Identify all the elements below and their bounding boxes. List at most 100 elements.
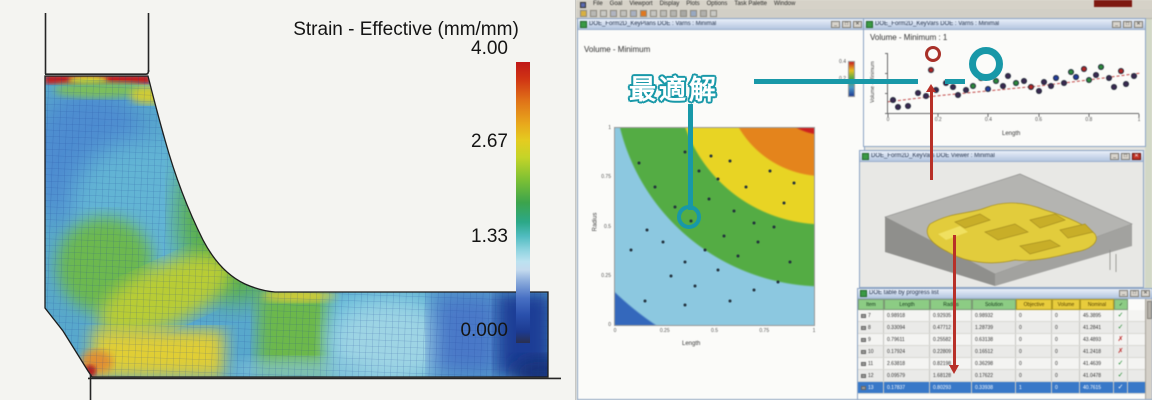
table-row[interactable]: 13 0.17837 0.80293 0.33938 1 0 40.7615 ✓ xyxy=(858,382,1145,394)
save-icon[interactable] xyxy=(590,10,597,17)
contour-data-point xyxy=(792,181,796,185)
contour-data-point xyxy=(653,185,657,189)
contour-y-tick: 0.25 xyxy=(601,272,611,279)
annotation-teal-line-horizontal-2 xyxy=(945,79,965,84)
cell-objective: 0 xyxy=(1016,370,1052,381)
scatter-data-point xyxy=(956,93,961,97)
close-button[interactable]: ✕ xyxy=(1132,152,1141,160)
maximize-button[interactable]: □ xyxy=(842,20,851,28)
cell-objective: 0 xyxy=(1016,346,1052,357)
annotation-red-arrow-line-1 xyxy=(930,91,933,180)
undo-icon[interactable] xyxy=(630,10,637,17)
copy-icon[interactable] xyxy=(620,10,627,17)
minimize-button[interactable]: _ xyxy=(831,20,840,28)
scatter-x-axis-label: Length xyxy=(1002,131,1021,137)
table-window-titlebar[interactable]: DOE table by progress list _ □ ✕ xyxy=(858,289,1152,299)
contour-data-point xyxy=(756,240,760,244)
scatter-x-tickmark xyxy=(937,114,939,117)
annotation-red-arrow-line-2 xyxy=(953,235,956,366)
table-row[interactable]: 7 0.98918 0.92935 0.98932 0 0 45.3895 ✓ xyxy=(858,310,1145,322)
table-header-✓: ✓ xyxy=(1114,299,1128,310)
scatter-window-titlebar[interactable]: DOE_Form2D_KeyVars DOE : Varns : Minimal… xyxy=(864,19,1145,30)
table-row[interactable]: 12 0.09579 1.68128 0.17622 0 0 41.0478 ✓ xyxy=(858,370,1145,382)
table-header-row: Item Length Radius Solution Objective Volume N… xyxy=(858,299,1128,310)
menu-item-viewport[interactable]: Viewport xyxy=(629,1,653,7)
cell-item: 9 xyxy=(858,334,884,345)
scatter-data-point xyxy=(1049,84,1054,88)
scatter-x-tickmark xyxy=(987,114,989,117)
scatter-data-point xyxy=(1106,76,1111,81)
close-button[interactable]: ✕ xyxy=(1134,20,1143,28)
menu-item-window[interactable]: Window xyxy=(774,1,796,7)
menu-item-goal[interactable]: Goal xyxy=(609,1,623,7)
viewer-canvas[interactable] xyxy=(860,162,1143,287)
rotate-icon[interactable] xyxy=(670,10,677,17)
scatter-data-point xyxy=(1119,69,1124,73)
contour-window-titlebar[interactable]: DOE_Form2D_KeyPlans DOE : Varns : Minima… xyxy=(578,19,864,30)
scatter-data-point xyxy=(1006,73,1011,78)
open-folder-icon[interactable] xyxy=(580,10,587,17)
close-button[interactable]: ✕ xyxy=(1141,290,1150,297)
zoom-icon[interactable] xyxy=(650,10,657,17)
cut-icon[interactable] xyxy=(610,10,617,17)
help-icon[interactable] xyxy=(710,10,717,17)
colorbar-tick-min: 0.000 xyxy=(460,320,508,341)
minimize-button[interactable]: _ xyxy=(1110,152,1119,160)
app-close-strip xyxy=(1094,0,1132,7)
chart-icon[interactable] xyxy=(690,10,697,17)
viewer-window-titlebar[interactable]: DOE_Form2D_KeyVars DOE Viewer : Minimal … xyxy=(860,151,1143,162)
table-row[interactable]: 10 0.17924 0.22809 0.16512 0 0 41.2418 ✗ xyxy=(858,346,1145,358)
menu-item-display[interactable]: Display xyxy=(659,1,680,7)
table-scrollbar[interactable] xyxy=(1145,299,1152,399)
contour-data-point xyxy=(629,248,633,252)
table-row[interactable]: 9 0.79611 0.25582 0.63138 0 0 43.4893 ✗ xyxy=(858,334,1145,346)
contour-data-point xyxy=(645,228,649,232)
print-icon[interactable] xyxy=(600,10,607,17)
contour-data-point xyxy=(669,274,673,278)
window-3d-viewer: DOE_Form2D_KeyVars DOE Viewer : Minimal … xyxy=(859,150,1144,288)
scatter-chart-title: Volume - Minimum : 1 xyxy=(870,33,948,42)
contour-y-tick: 0 xyxy=(608,322,611,328)
scatter-data-point xyxy=(1061,81,1066,85)
close-button[interactable]: ✕ xyxy=(853,20,862,28)
cell-status-mark: ✓ xyxy=(1114,322,1128,333)
table-row[interactable]: 11 2.63818 0.82198 0.36298 0 0 41.4639 ✓ xyxy=(858,358,1145,370)
table-body: 7 0.98918 0.92935 0.98932 0 0 45.3895 ✓ 8 0.33094… xyxy=(858,310,1145,399)
grid-icon[interactable] xyxy=(680,10,687,17)
cell-solution: 0.36298 xyxy=(972,358,1016,369)
strain-colorbar xyxy=(516,62,530,343)
maximize-button[interactable]: □ xyxy=(1121,152,1130,160)
cell-volume: 0 xyxy=(1052,370,1080,381)
table-header-length: Length xyxy=(884,299,930,310)
scatter-data-point xyxy=(1041,79,1046,84)
table-row[interactable]: 8 0.33094 0.47712 1.28739 0 0 41.2841 ✓ xyxy=(858,322,1145,334)
minimize-button[interactable]: _ xyxy=(1112,20,1121,28)
app-logo-icon xyxy=(580,1,586,8)
row-status-icon xyxy=(861,337,866,342)
table-icon[interactable] xyxy=(700,10,707,17)
menu-item-file[interactable]: File xyxy=(593,1,603,7)
brush-icon[interactable] xyxy=(640,10,647,17)
scrollbar-thumb[interactable] xyxy=(1147,301,1152,319)
table-header-nominal: Nominal xyxy=(1080,299,1114,310)
contour-x-tick: 1 xyxy=(812,328,816,334)
cell-nominal: 41.0478 xyxy=(1080,370,1114,381)
cell-item: 8 xyxy=(858,322,884,333)
scatter-data-point xyxy=(1124,82,1129,87)
maximize-button[interactable]: □ xyxy=(1130,290,1139,297)
minimize-button[interactable]: _ xyxy=(1119,290,1128,297)
menu-item-plots[interactable]: Plots xyxy=(686,1,700,7)
menu-item-options[interactable]: Options xyxy=(706,1,728,7)
cell-nominal: 41.2841 xyxy=(1080,322,1114,333)
scatter-data-point xyxy=(993,79,998,84)
pan-icon[interactable] xyxy=(660,10,667,17)
cell-length: 0.79611 xyxy=(884,334,930,345)
cell-volume: 0 xyxy=(1052,310,1080,321)
strain-legend-title: Strain - Effective (mm/mm) xyxy=(293,19,519,40)
scatter-data-point xyxy=(928,68,933,73)
contour-data-point xyxy=(752,221,756,225)
maximize-button[interactable]: □ xyxy=(1123,20,1132,28)
menu-item-task-palette[interactable]: Task Palette xyxy=(734,1,768,7)
contour-data-point xyxy=(772,225,776,228)
contour-data-point xyxy=(693,284,697,288)
